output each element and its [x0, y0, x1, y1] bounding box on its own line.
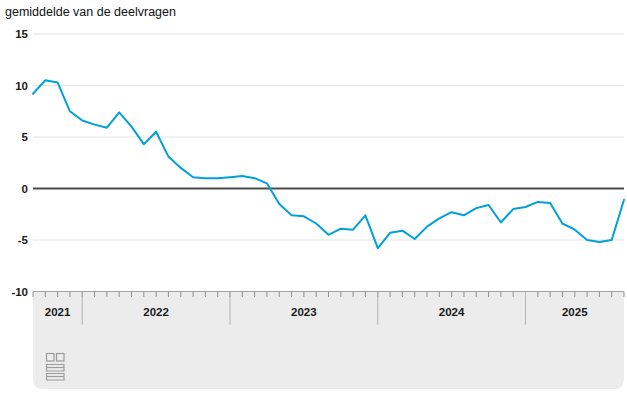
year-label: 2021 — [45, 306, 71, 318]
y-tick-label: -10 — [11, 286, 28, 298]
year-label: 2025 — [562, 306, 588, 318]
y-tick-label: -5 — [18, 234, 29, 246]
y-tick-label: 10 — [15, 80, 28, 92]
y-axis-labels: 15 10 5 0 -5 -10 — [11, 28, 28, 298]
year-label: 2022 — [143, 306, 169, 318]
series-line — [33, 80, 624, 248]
chart-container: gemiddelde van de deelvragen 20212022202… — [0, 0, 627, 418]
y-tick-label: 5 — [22, 131, 29, 143]
year-label: 2024 — [439, 306, 465, 318]
y-tick-label: 0 — [22, 183, 28, 195]
y-tick-label: 15 — [15, 28, 28, 40]
gridlines — [33, 34, 624, 240]
line-chart: 2021 2022 2023 2024 2025 15 10 5 0 -5 -10 — [0, 0, 627, 418]
x-axis-band — [33, 292, 624, 390]
year-label: 2023 — [291, 306, 317, 318]
